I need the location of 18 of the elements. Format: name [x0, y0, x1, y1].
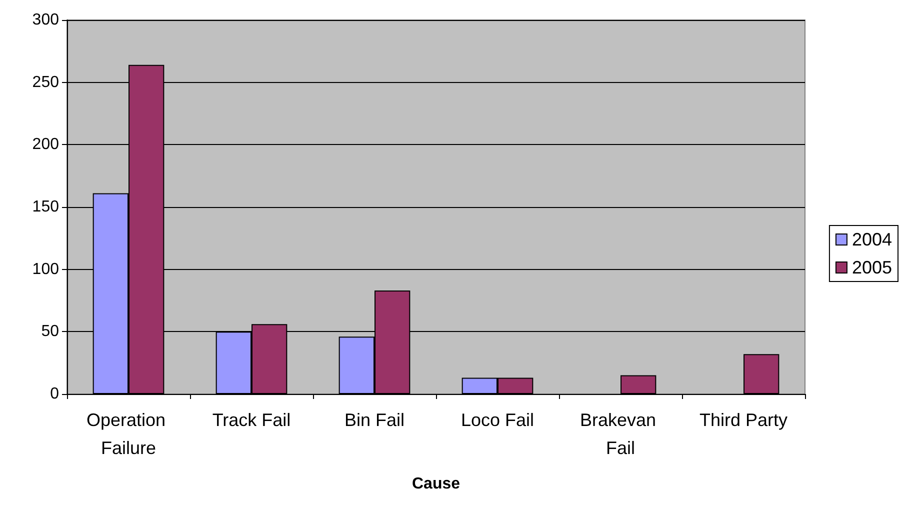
legend-label: 2004: [852, 230, 892, 250]
x-tick-label: Third Party: [699, 410, 788, 430]
y-tick-label: 50: [41, 323, 60, 340]
legend-label: 2005: [852, 258, 892, 278]
y-tick-label: 150: [32, 198, 60, 216]
y-tick-label: 0: [50, 386, 60, 402]
y-tick-label: 250: [32, 74, 60, 91]
y-tick-label: 300: [32, 12, 60, 28]
x-axis-title: Cause: [412, 476, 460, 492]
x-tick-label: Brakevan Fail: [580, 410, 662, 458]
bar: [620, 375, 656, 394]
y-tick-label: 100: [32, 260, 60, 278]
x-tick-label: Bin Fail: [344, 410, 405, 430]
x-tick-label: Operation Failure: [86, 410, 171, 458]
y-tick-label: 200: [32, 136, 60, 154]
x-tick-label: Track Fail: [212, 410, 291, 430]
bar: [744, 354, 780, 394]
x-tick-label: Loco Fail: [460, 410, 534, 430]
